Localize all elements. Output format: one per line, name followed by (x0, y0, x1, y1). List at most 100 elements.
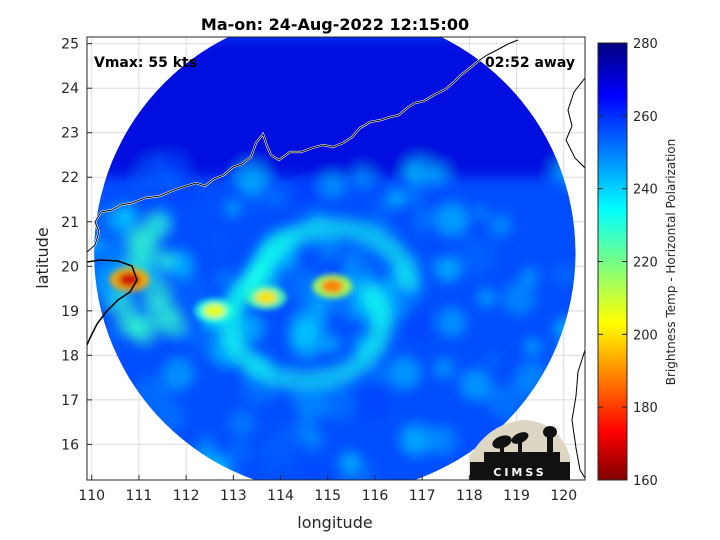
x-tick-label: 114 (267, 488, 294, 504)
logo-dish-2 (511, 432, 529, 444)
texture-blob (352, 166, 375, 189)
colorbar-tick-label: 220 (633, 256, 658, 271)
texture-blob (235, 313, 265, 343)
texture-blob (227, 439, 251, 463)
texture-blob (192, 337, 208, 353)
x-tick-label: 110 (78, 488, 105, 504)
colorbar-tick-label: 200 (633, 328, 658, 343)
texture-blob (229, 410, 256, 437)
logo-band (470, 462, 570, 480)
texture-blob (411, 250, 434, 273)
y-tick-label: 24 (61, 81, 79, 97)
rainband-blob (154, 249, 176, 271)
texture-blob (371, 367, 387, 383)
texture-blob (320, 173, 346, 199)
y-tick-label: 18 (61, 348, 79, 364)
texture-blob (303, 430, 319, 446)
texture-blob (339, 451, 361, 474)
rainband-blob (125, 316, 148, 338)
y-tick-label: 23 (61, 126, 79, 142)
y-tick-label: 19 (61, 304, 79, 320)
texture-blob (321, 388, 356, 422)
warm-feature-core (321, 279, 344, 294)
colorbar-ticks: 160 180 200 220 240 260 280 (598, 37, 658, 489)
logo-tower-top (543, 426, 557, 438)
taiwan-coastline (565, 77, 585, 169)
texture-blob (485, 353, 500, 368)
colorbar-label: Brightness Temp - Horizontal Polarizatio… (664, 139, 678, 386)
logo-text: CIMSS (493, 466, 546, 479)
texture-blob (101, 236, 129, 264)
logo-building (484, 452, 560, 462)
x-tick-label: 119 (503, 488, 530, 504)
x-tick-label: 115 (314, 488, 341, 504)
logo-dish-2-stand (518, 440, 522, 456)
texture-blob (94, 235, 105, 257)
y-tick-label: 21 (61, 215, 79, 231)
texture-blob (477, 288, 496, 307)
y-tick-label: 20 (61, 259, 79, 275)
texture-blob (224, 199, 242, 217)
y-tick-label: 16 (61, 437, 79, 453)
x-tick-label: 117 (409, 488, 436, 504)
texture-blob (247, 194, 265, 211)
texture-blob (107, 205, 137, 235)
rainband-blob (158, 308, 188, 338)
texture-blob (488, 387, 518, 416)
texture-blob (292, 179, 321, 208)
texture-blob (357, 386, 390, 420)
rainband-blob (107, 290, 135, 318)
texture-blob (501, 281, 537, 316)
colorbar: 160 180 200 220 240 260 280 Brightness Temp - … (597, 37, 678, 489)
warm-feature-core (255, 290, 278, 305)
texture-blob (314, 328, 330, 344)
texture-blob (308, 238, 329, 258)
x-axis-label: longitude (297, 513, 372, 532)
colorbar-tick-label: 160 (633, 474, 658, 489)
texture-blob (235, 162, 269, 195)
texture-blob (405, 156, 435, 186)
texture-blob (346, 419, 363, 436)
x-tick-label: 111 (126, 488, 153, 504)
texture-blob (162, 357, 195, 391)
rainband-blob (396, 268, 421, 293)
texture-blob (433, 357, 456, 380)
texture-blob (321, 291, 354, 324)
texture-blob (474, 206, 487, 219)
texture-blob (459, 237, 498, 276)
colorbar-tick-label: 260 (633, 110, 658, 125)
texture-blob (303, 457, 328, 480)
texture-blob (312, 298, 329, 315)
warm-feature-core (203, 303, 226, 318)
x-tick-label: 113 (220, 488, 247, 504)
texture-blob (405, 184, 424, 204)
texture-blob (388, 201, 416, 229)
texture-blob (94, 259, 104, 273)
swath-image (87, 37, 585, 480)
y-tick-label: 22 (61, 170, 79, 186)
y-tick-label: 17 (61, 393, 79, 409)
texture-blob (268, 425, 301, 457)
y-axis-label: latitude (33, 227, 52, 288)
luzon-coastline (571, 349, 585, 479)
logo-tower (547, 434, 553, 462)
cimss-logo: CIMSS (470, 420, 570, 480)
x-tick-label: 116 (362, 488, 389, 504)
logo-dish-1-stand (500, 444, 504, 456)
coastline-black (87, 39, 519, 253)
rainband-blob (125, 225, 153, 253)
x-tick-label: 112 (173, 488, 200, 504)
vmax-annotation: Vmax: 55 kts (94, 55, 197, 71)
texture-blob (177, 275, 211, 309)
texture-blob (210, 235, 227, 252)
texture-blob (135, 155, 172, 193)
texture-blob (387, 355, 422, 391)
texture-blob (406, 432, 423, 449)
y-axis: 16 17 18 19 20 21 22 23 24 25 (61, 37, 92, 453)
texture-blob (436, 307, 467, 338)
texture-blob (519, 267, 539, 287)
texture-blob (459, 368, 492, 402)
x-tick-label: 120 (550, 488, 577, 504)
hainan-coastline (87, 259, 138, 346)
